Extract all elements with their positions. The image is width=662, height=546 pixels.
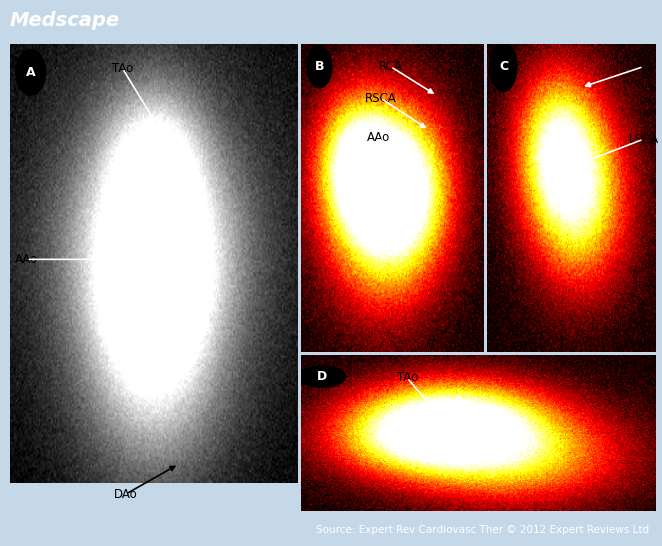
Circle shape <box>298 366 346 387</box>
Text: C: C <box>499 60 508 73</box>
Text: Medscape: Medscape <box>10 11 120 30</box>
Text: RSCA: RSCA <box>365 92 397 105</box>
Text: LCA: LCA <box>632 60 655 73</box>
Circle shape <box>490 42 517 92</box>
Circle shape <box>307 46 332 88</box>
Text: DAo: DAo <box>114 488 138 501</box>
Text: RCA: RCA <box>379 60 402 73</box>
Text: Source: Expert Rev Cardiovasc Ther © 2012 Expert Reviews Ltd: Source: Expert Rev Cardiovasc Ther © 201… <box>316 525 649 535</box>
Text: AAo: AAo <box>15 253 38 266</box>
Text: B: B <box>314 60 324 73</box>
Text: LSCA: LSCA <box>628 133 659 146</box>
Text: AAo: AAo <box>367 131 391 144</box>
Text: D: D <box>316 370 327 383</box>
Circle shape <box>16 49 46 95</box>
Text: TAo: TAo <box>112 62 133 75</box>
Text: TAo: TAo <box>397 371 418 384</box>
Text: A: A <box>26 66 36 79</box>
